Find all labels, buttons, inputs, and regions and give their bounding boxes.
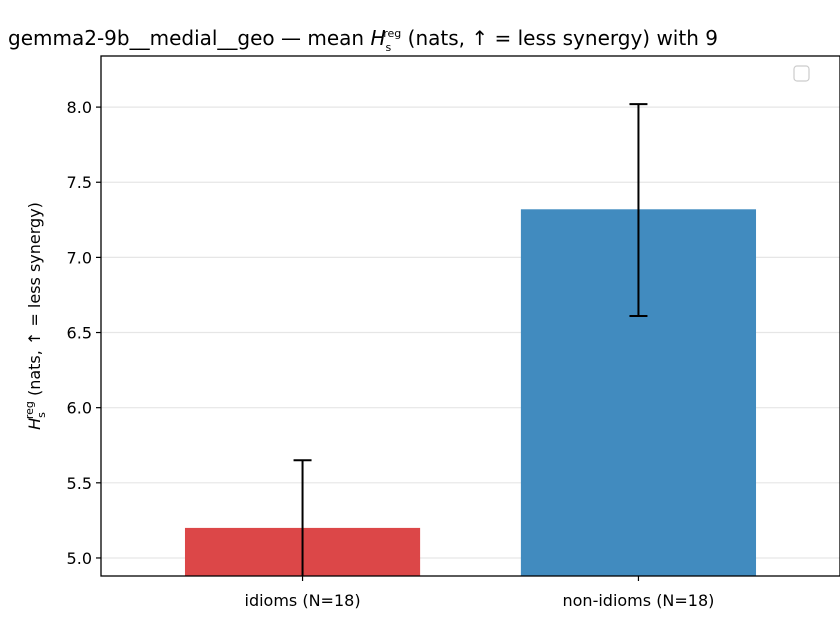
title-symbol: H bbox=[370, 26, 385, 50]
legend-box bbox=[793, 65, 810, 82]
title-superscript: reg bbox=[383, 27, 401, 40]
plot-frame bbox=[100, 55, 840, 577]
ylabel-suffix: (nats, ↑ = less synergy) bbox=[25, 202, 44, 401]
y-tick-label: 8.0 bbox=[67, 98, 92, 117]
y-tick-label: 5.5 bbox=[67, 474, 92, 493]
title-prefix: gemma2-9b__medial__geo — mean bbox=[8, 26, 370, 50]
y-tick-label: 7.0 bbox=[67, 248, 92, 267]
svg-text:Hsreg (nats, ↑ = less synergy): Hsreg (nats, ↑ = less synergy) bbox=[23, 202, 48, 430]
x-tick-label: idioms (N=18) bbox=[245, 591, 361, 610]
y-tick-label: 6.0 bbox=[67, 399, 92, 418]
ylabel-subscript: s bbox=[35, 412, 48, 418]
x-tick-label: non-idioms (N=18) bbox=[563, 591, 715, 610]
x-axis-ticks: idioms (N=18) non-idioms (N=18) bbox=[245, 576, 715, 610]
y-tick-label: 5.0 bbox=[67, 549, 92, 568]
bars bbox=[184, 209, 757, 576]
ylabel-superscript: reg bbox=[23, 401, 36, 419]
y-tick-label: 7.5 bbox=[67, 173, 92, 192]
y-axis-ticks: 5.0 5.5 6.0 6.5 7.0 7.5 8.0 bbox=[67, 98, 101, 568]
chart-title: gemma2-9b__medial__geo — mean Hsreg (nat… bbox=[8, 26, 718, 54]
y-axis-label: Hsreg (nats, ↑ = less synergy) bbox=[23, 202, 48, 430]
title-subscript: s bbox=[386, 41, 392, 54]
error-bars bbox=[293, 103, 648, 576]
title-suffix: (nats, ↑ = less synergy) with 9 bbox=[401, 26, 718, 50]
y-tick-label: 6.5 bbox=[67, 324, 92, 343]
ylabel-symbol: H bbox=[25, 418, 44, 430]
